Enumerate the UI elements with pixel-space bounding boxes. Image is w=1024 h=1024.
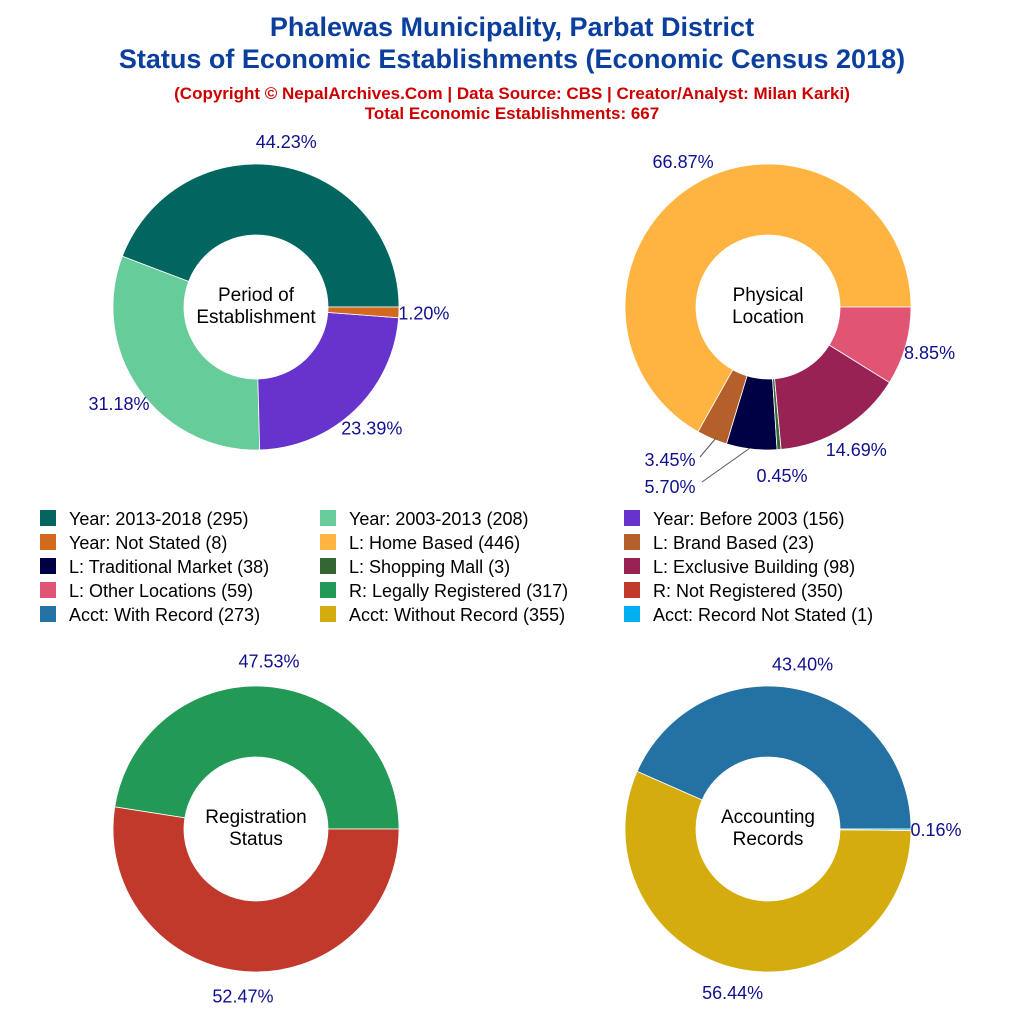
chart-subtitle: Status of Economic Establishments (Econo… [119,44,905,74]
legend-item: Acct: Record Not Stated (1) [624,605,873,625]
legend: Year: 2013-2018 (295) Year: 2003-2013 (20… [40,509,873,625]
legend-swatch [40,534,56,550]
slice-label: 14.69% [826,440,887,460]
legend-label: R: Legally Registered (317) [349,581,568,601]
legend-swatch [40,606,56,622]
legend-swatch [320,534,336,550]
legend-label: Acct: With Record (273) [69,605,260,625]
legend-item: Acct: Without Record (355) [320,605,565,625]
donut-slice [112,806,400,973]
legend-label: L: Other Locations (59) [69,581,253,601]
legend-label: L: Brand Based (23) [653,533,814,553]
legend-swatch [320,606,336,622]
donut-slice [257,311,400,451]
copyright-line: (Copyright © NepalArchives.Com | Data So… [174,84,850,103]
center-label: Location [732,307,804,328]
center-label: Registration [205,807,306,828]
legend-item: R: Legally Registered (317) [320,581,568,601]
legend-label: L: Home Based (446) [349,533,520,553]
slice-label: 3.45% [644,450,695,470]
slice-label: 1.20% [398,303,449,323]
slice-label: 43.40% [772,655,833,675]
legend-label: Year: 2013-2018 (295) [69,509,248,529]
legend-swatch [624,534,640,550]
legend-item: L: Home Based (446) [320,533,520,553]
total-line: Total Economic Establishments: 667 [365,104,659,123]
slice-label: 8.85% [904,343,955,363]
slice-label: 47.53% [239,652,300,672]
legend-swatch [624,582,640,598]
legend-label: L: Traditional Market (38) [69,557,269,577]
legend-swatch [40,582,56,598]
legend-label: L: Exclusive Building (98) [653,557,855,577]
center-label: Establishment [196,307,316,328]
legend-item: L: Traditional Market (38) [40,557,269,577]
legend-item: Year: Not Stated (8) [40,533,227,553]
slice-label: 0.45% [756,466,807,486]
legend-item: L: Brand Based (23) [624,533,814,553]
donut-slice [636,685,912,830]
legend-item: L: Exclusive Building (98) [624,557,855,577]
legend-swatch [320,510,336,526]
legend-label: L: Shopping Mall (3) [349,557,510,577]
legend-item: Year: 2003-2013 (208) [320,509,528,529]
slice-label: 66.87% [653,152,714,172]
slice-label: 44.23% [256,132,317,152]
slice-label: 56.44% [702,983,763,1003]
legend-item: L: Other Locations (59) [40,581,253,601]
donut-slice [624,770,912,973]
legend-item: Year: Before 2003 (156) [624,509,844,529]
legend-label: Acct: Record Not Stated (1) [653,605,873,625]
donut-slice [839,828,912,831]
donut-chart-2: 66.87% 3.45% 5.70% 0.45% 14.69% 8.85% Physical… [624,152,955,497]
donut-slice [828,306,912,383]
legend-label: R: Not Registered (350) [653,581,843,601]
legend-item: Acct: With Record (273) [40,605,260,625]
donut-slice [112,255,261,451]
legend-swatch [40,510,56,526]
legend-label: Year: Not Stated (8) [69,533,227,553]
legend-swatch [624,558,640,574]
slice-label: 0.16% [910,820,961,840]
center-label: Period of [218,285,295,306]
legend-swatch [320,558,336,574]
donut-slice [121,163,400,308]
legend-item: Year: 2013-2018 (295) [40,509,248,529]
legend-swatch [624,606,640,622]
center-label: Status [229,829,283,850]
donut-slice [114,685,400,830]
slice-label: 31.18% [88,394,149,414]
legend-swatch [40,558,56,574]
slice-label: 23.39% [341,419,402,439]
legend-item: R: Not Registered (350) [624,581,843,601]
slice-label: 5.70% [644,477,695,497]
legend-label: Year: Before 2003 (156) [653,509,844,529]
legend-swatch [320,582,336,598]
legend-label: Year: 2003-2013 (208) [349,509,528,529]
donut-slice [327,306,400,319]
legend-item: L: Shopping Mall (3) [320,557,510,577]
center-label: Records [733,829,804,850]
center-label: Physical [733,285,804,306]
chart-title: Phalewas Municipality, Parbat District [270,12,754,42]
leader-line [701,447,751,483]
legend-label: Acct: Without Record (355) [349,605,565,625]
donut-slice [624,163,912,433]
slice-label: 52.47% [212,986,273,1006]
leader-line [699,437,717,458]
center-label: Accounting [721,807,815,828]
legend-swatch [624,510,640,526]
donut-chart-1: 44.23% 31.18% 23.39% 1.20% Period ofEstablis… [88,132,449,451]
